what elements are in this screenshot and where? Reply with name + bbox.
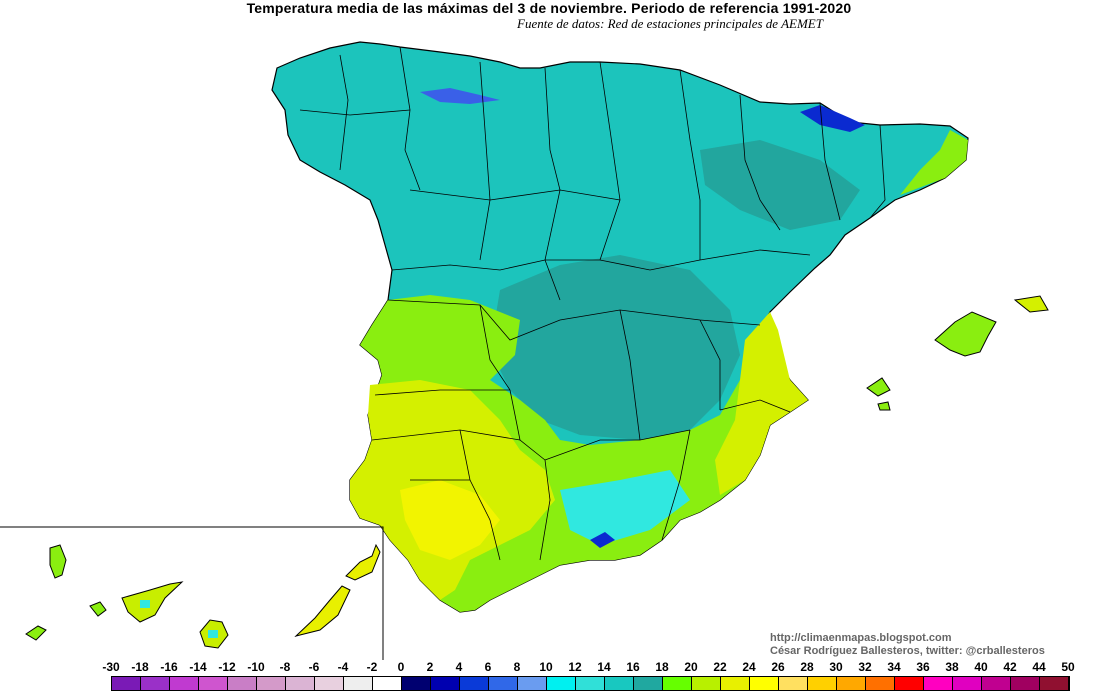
legend-swatch <box>518 677 547 690</box>
legend-swatch <box>489 677 518 690</box>
legend-label: 40 <box>974 660 988 674</box>
legend-swatch <box>779 677 808 690</box>
province-borders <box>299 46 886 561</box>
legend-color-bar <box>111 676 1070 691</box>
legend-swatch <box>721 677 750 690</box>
legend-label: 44 <box>1032 660 1046 674</box>
el-hierro-island <box>25 625 47 641</box>
legend-label: -14 <box>189 660 207 674</box>
legend-label: 36 <box>916 660 930 674</box>
cantabrian-blue-zone <box>420 88 500 104</box>
legend-swatch <box>431 677 460 690</box>
legend-label: -16 <box>160 660 178 674</box>
legend-label: -30 <box>102 660 120 674</box>
legend-swatch <box>402 677 431 690</box>
legend-label: 28 <box>800 660 814 674</box>
legend-swatch <box>112 677 141 690</box>
legend-swatch <box>344 677 373 690</box>
la-palma-island <box>49 544 67 579</box>
legend-label: 50 <box>1061 660 1075 674</box>
legend-label: -2 <box>366 660 378 674</box>
legend-label: 42 <box>1003 660 1017 674</box>
legend-swatch <box>692 677 721 690</box>
legend-label: 14 <box>597 660 611 674</box>
legend-label: 32 <box>858 660 872 674</box>
legend-label: 24 <box>742 660 756 674</box>
southwest-yellow-core <box>400 480 500 560</box>
legend-label: -6 <box>308 660 320 674</box>
legend-label: 6 <box>484 660 492 674</box>
map-title: Temperatura media de las máximas del 3 d… <box>246 0 852 16</box>
legend-label: -10 <box>247 660 265 674</box>
legend-swatch <box>866 677 895 690</box>
legend-label: 38 <box>945 660 959 674</box>
credits: http://climaenmapas.blogspot.com César R… <box>770 632 1045 658</box>
legend-swatch <box>924 677 953 690</box>
legend-swatch <box>315 677 344 690</box>
legend-label: -8 <box>279 660 291 674</box>
tenerife-island <box>121 581 184 623</box>
legend-swatch <box>286 677 315 690</box>
legend-label: 30 <box>829 660 843 674</box>
legend-label: 10 <box>539 660 553 674</box>
legend-label: -4 <box>337 660 349 674</box>
formentera-island <box>877 401 891 411</box>
legend-label: 26 <box>771 660 785 674</box>
ebro-dark-zone <box>700 140 860 230</box>
central-dark-zone <box>490 255 740 440</box>
la-gomera-island <box>89 601 107 617</box>
author-credit: César Rodríguez Ballesteros, twitter: @c… <box>770 645 1045 657</box>
legend-swatch <box>895 677 924 690</box>
legend-swatch <box>257 677 286 690</box>
legend-swatch <box>837 677 866 690</box>
legend-label: 18 <box>655 660 669 674</box>
legend-swatch <box>808 677 837 690</box>
gran-canaria-cyan-spot <box>208 630 218 638</box>
legend-label: -18 <box>131 660 149 674</box>
legend-swatch <box>373 677 402 690</box>
legend-labels: -30 -18 -16 -14 -12 -10 -8 -6 -4 -2 0 2 4 6 8 10 12 14 16 1… <box>96 660 1086 674</box>
catalonia-green-coast <box>900 130 968 195</box>
legend-label: 34 <box>887 660 901 674</box>
legend-swatch <box>228 677 257 690</box>
legend-label: 12 <box>568 660 582 674</box>
legend-swatch <box>170 677 199 690</box>
lanzarote-island <box>345 543 381 581</box>
legend-label: 16 <box>626 660 640 674</box>
legend-swatch <box>750 677 779 690</box>
legend-label: 20 <box>684 660 698 674</box>
pyrenees-blue-zone <box>800 105 865 132</box>
mallorca-island <box>934 311 997 357</box>
fuerteventura-island <box>294 585 351 637</box>
teide-cyan-spot <box>140 600 150 608</box>
legend-swatch <box>663 677 692 690</box>
blog-url: http://climaenmapas.blogspot.com <box>770 632 952 644</box>
legend-swatch <box>1011 677 1040 690</box>
legend-swatch <box>982 677 1011 690</box>
levante-yellow-zone <box>715 312 808 495</box>
legend-swatch <box>199 677 228 690</box>
map-subtitle: Fuente de datos: Red de estaciones princ… <box>517 16 823 31</box>
legend-label: 0 <box>397 660 405 674</box>
legend-label: 2 <box>426 660 434 674</box>
legend-swatch <box>547 677 576 690</box>
legend-swatch <box>634 677 663 690</box>
menorca-island <box>1013 295 1049 313</box>
penibetica-cyan-zone <box>560 470 690 545</box>
ibiza-island <box>866 377 891 397</box>
legend-label: 22 <box>713 660 727 674</box>
legend-swatch <box>953 677 982 690</box>
sierra-nevada-blue <box>590 532 615 548</box>
legend-swatch <box>141 677 170 690</box>
canary-inset-frame <box>0 526 384 660</box>
legend-label: 8 <box>513 660 521 674</box>
legend-label: -12 <box>218 660 236 674</box>
legend-swatch <box>460 677 489 690</box>
legend-swatch <box>605 677 634 690</box>
legend-swatch <box>576 677 605 690</box>
legend-label: 4 <box>455 660 463 674</box>
legend-swatch <box>1040 677 1069 690</box>
